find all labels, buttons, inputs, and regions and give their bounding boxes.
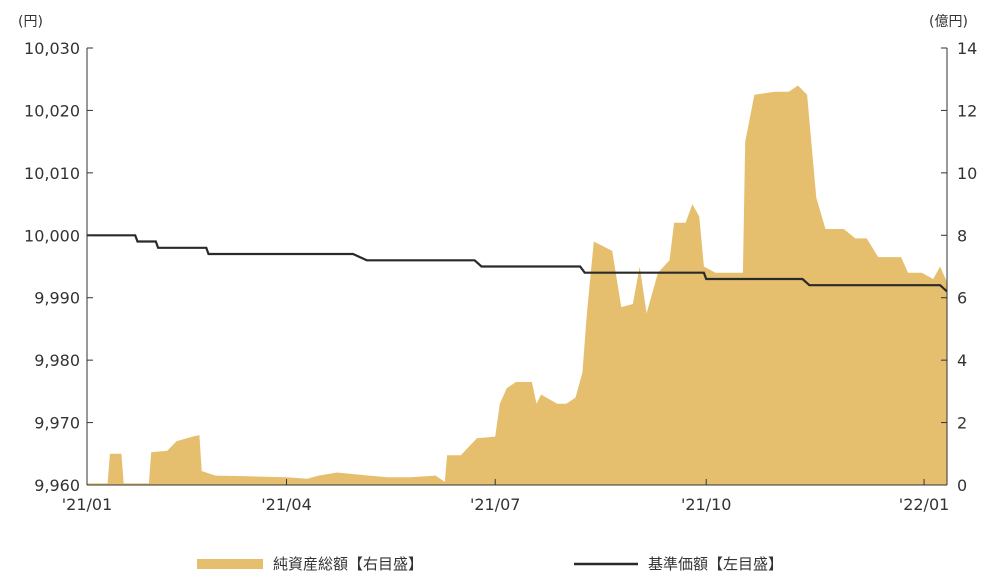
right-ticks: 14 12 10 8 6 4 2 0 [941,39,977,495]
left-tick-label: 9,970 [34,414,80,433]
right-tick-label: 14 [957,39,977,58]
axes [86,48,948,486]
x-tick-label: '22/01 [899,495,950,514]
left-unit-label: (円) [18,14,43,30]
left-tick-label: 9,960 [34,476,80,495]
legend-swatch-net-assets [197,559,263,569]
x-tick-label: '21/07 [470,495,521,514]
left-tick-label: 10,000 [24,226,80,245]
left-tick-label: 9,990 [34,289,80,308]
left-ticks: 10,030 10,020 10,010 10,000 9,990 9,980 9,970 9… [24,39,93,495]
left-tick-label: 10,020 [24,101,80,120]
left-tick-label: 10,010 [24,164,80,183]
x-tick-label: '21/01 [62,495,113,514]
nav-line [87,234,948,293]
net-assets-area [87,85,947,485]
area-layer [87,85,947,485]
right-tick-label: 8 [957,226,967,245]
legend-item-net-assets: 純資産総額【右目盛】 [197,555,423,573]
right-tick-label: 2 [957,414,967,433]
right-unit-label: (億円) [929,14,968,30]
legend-item-nav: 基準価額【左目盛】 [574,555,783,573]
x-ticks: '21/01 '21/04 '21/07 '21/10 '22/01 [62,479,950,514]
right-tick-label: 12 [957,101,977,120]
right-tick-label: 6 [957,289,967,308]
x-tick-label: '21/04 [261,495,312,514]
right-tick-label: 10 [957,164,977,183]
left-tick-label: 10,030 [24,39,80,58]
right-tick-label: 0 [957,476,967,495]
x-tick-label: '21/10 [681,495,732,514]
legend: 純資産総額【右目盛】 基準価額【左目盛】 [197,555,783,573]
legend-label-nav: 基準価額【左目盛】 [648,555,783,573]
line-layer [87,234,948,293]
left-tick-label: 9,980 [34,351,80,370]
legend-label-net-assets: 純資産総額【右目盛】 [273,555,423,573]
right-tick-label: 4 [957,351,967,370]
